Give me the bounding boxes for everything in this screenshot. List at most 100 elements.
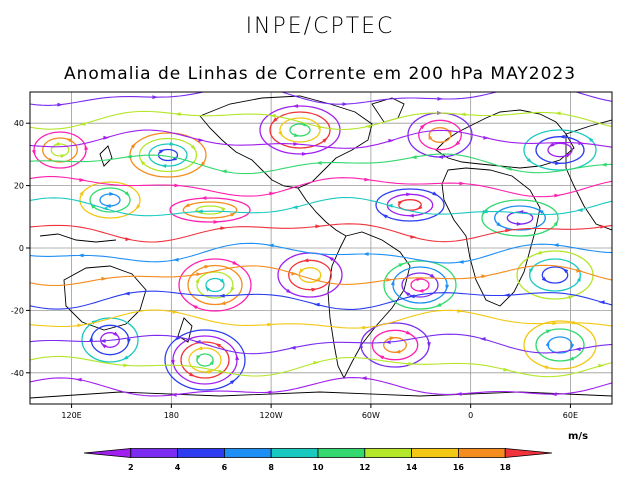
flow-arrow — [529, 268, 534, 275]
flow-arrow — [79, 178, 86, 182]
flow-arrow — [405, 330, 412, 335]
flow-arrow — [390, 279, 395, 286]
coastlines — [30, 95, 612, 399]
colorbar-label: 18 — [500, 463, 512, 472]
flow-arrow — [135, 204, 141, 210]
flow-arrow — [542, 365, 549, 370]
streamline — [169, 197, 251, 223]
flow-arrow — [404, 291, 411, 297]
flow-arrow — [269, 191, 276, 196]
flow-arrow — [200, 161, 206, 168]
streamline — [269, 111, 331, 149]
flow-arrow — [554, 193, 561, 198]
flow-arrow — [389, 336, 396, 341]
streamline — [205, 277, 225, 293]
streamline — [289, 123, 311, 137]
flow-arrow — [384, 340, 391, 345]
streamline — [50, 143, 70, 157]
streamline — [30, 92, 612, 106]
flow-arrow — [550, 392, 557, 397]
colorbar-swatch — [130, 448, 179, 458]
flow-arrow — [230, 212, 236, 217]
central-america-coast — [297, 187, 347, 237]
flow-arrow — [89, 335, 93, 342]
streamline — [398, 199, 422, 211]
flow-arrow — [122, 355, 129, 360]
flow-arrow — [278, 130, 283, 137]
flow-arrow — [101, 343, 107, 349]
lon-tick-label: 120W — [260, 411, 283, 420]
flow-arrow — [152, 95, 159, 100]
flow-arrow — [381, 214, 388, 219]
flow-arrow — [447, 130, 452, 137]
flow-arrow — [532, 83, 538, 87]
flow-arrow — [576, 268, 583, 273]
streamline — [410, 278, 430, 292]
map-title: Anomalia de Linhas de Corrente em 200 hP… — [63, 64, 577, 84]
flow-arrow — [565, 153, 572, 158]
asia-coast — [565, 119, 612, 231]
flow-arrow — [174, 183, 181, 188]
flow-arrow — [169, 142, 176, 146]
streamline — [383, 260, 457, 310]
streamline — [516, 250, 594, 300]
flow-arrow — [124, 191, 130, 197]
flow-arrow — [362, 252, 369, 256]
flow-arrow — [75, 377, 82, 382]
flow-arrow — [267, 322, 274, 327]
flow-arrow — [267, 243, 274, 248]
streamline — [79, 181, 141, 219]
lat-tick-label: -20 — [11, 306, 24, 315]
flow-arrow — [408, 362, 415, 366]
flow-arrow — [214, 343, 221, 348]
streamline — [30, 223, 612, 243]
flow-arrow — [378, 355, 385, 360]
flow-arrow — [218, 293, 225, 298]
flow-arrow — [576, 208, 583, 212]
flow-arrow — [479, 337, 486, 341]
flow-arrow — [548, 142, 555, 147]
streamline — [371, 329, 419, 361]
flow-arrow — [109, 191, 115, 196]
colorbar-label: 6 — [222, 463, 228, 472]
flow-arrow — [364, 177, 371, 182]
streamline — [407, 112, 473, 158]
flow-arrow — [574, 347, 581, 352]
flow-arrow — [552, 243, 559, 247]
flow-arrow — [140, 159, 146, 166]
flow-arrow — [437, 97, 444, 101]
flow-arrow — [457, 309, 464, 313]
flow-arrow — [328, 256, 334, 262]
flow-arrow — [362, 325, 369, 330]
lon-tick-label: 120E — [61, 411, 81, 420]
flow-arrow — [553, 220, 559, 227]
flow-arrow — [301, 152, 308, 156]
flow-arrow — [313, 302, 320, 307]
flow-arrow — [289, 345, 296, 350]
streamline — [42, 137, 78, 163]
streamline — [182, 201, 238, 219]
flow-arrow — [53, 141, 60, 146]
flow-arrow — [209, 359, 214, 366]
flow-arrow — [432, 191, 439, 196]
streamline — [33, 131, 87, 169]
flow-arrow — [196, 209, 203, 214]
flow-arrow — [200, 196, 207, 200]
flow-arrow — [342, 102, 349, 106]
flow-arrow — [293, 133, 300, 137]
flow-arrow — [189, 372, 196, 377]
colorbar-swatch — [177, 448, 225, 458]
lat-tick-label: 0 — [19, 244, 24, 253]
streamline — [172, 335, 238, 385]
flow-arrow — [503, 367, 510, 372]
flow-arrow — [322, 137, 328, 143]
flow-arrow — [196, 346, 203, 350]
colorbar-swatch — [457, 448, 506, 458]
flow-arrow — [568, 356, 575, 361]
flow-arrow — [194, 208, 201, 214]
flow-arrow — [207, 370, 214, 374]
colorbar-label: 8 — [268, 463, 274, 472]
flow-arrow — [505, 166, 512, 171]
flow-arrow — [568, 295, 575, 300]
colorbar-label: 2 — [128, 463, 134, 472]
